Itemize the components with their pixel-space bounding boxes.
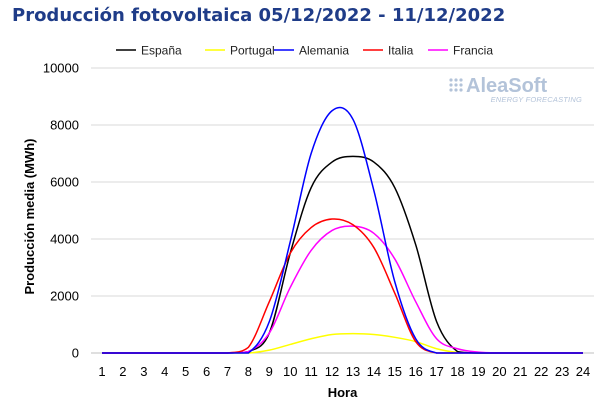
y-tick-label: 2000 [50,289,79,304]
x-tick-label: 18 [450,364,464,379]
legend-item: Alemania [274,44,349,58]
legend-item: Francia [428,44,493,58]
x-tick-label: 16 [408,364,422,379]
legend-item: Italia [363,44,414,58]
logo-dots-icon [449,78,463,92]
y-tick-label: 4000 [50,232,79,247]
legend-label: Portugal [230,44,275,58]
x-tick-label: 13 [346,364,360,379]
x-tick-label: 23 [555,364,569,379]
legend-label: Alemania [299,44,349,58]
series-line [102,155,583,354]
x-tick-label: 19 [471,364,485,379]
legend-label: Francia [453,44,493,58]
x-tick-label: 11 [304,364,318,379]
grid [91,67,594,354]
x-tick-label: 22 [534,364,548,379]
chart-title: Producción fotovoltaica 05/12/2022 - 11/… [12,5,506,26]
x-tick-label: 1 [98,364,105,379]
x-tick-label: 12 [325,364,339,379]
x-tick-label: 15 [388,364,402,379]
x-tick-label: 7 [224,364,231,379]
y-tick-label: 10000 [43,61,79,76]
y-tick-label: 6000 [50,175,79,190]
watermark-tagline: ENERGY FORECASTING [491,95,582,104]
x-tick-label: 17 [429,364,443,379]
legend-label: España [141,44,182,58]
x-tick-label: 6 [203,364,210,379]
x-tick-label: 21 [513,364,527,379]
legend-item: España [116,44,182,58]
x-tick-label: 4 [161,364,168,379]
x-tick-label: 10 [283,364,297,379]
x-tick-label: 20 [492,364,506,379]
series-lines [102,106,583,354]
legend-item: Portugal [205,44,275,58]
x-tick-label: 9 [266,364,273,379]
legend: España Portugal Alemania Italia Francia [116,44,493,58]
x-tick-label: 14 [367,364,381,379]
legend-label: Italia [388,44,414,58]
y-axis-title: Producción media (MWh) [22,139,37,295]
series-line [102,332,583,354]
x-tick-label: 24 [576,364,590,379]
series-line [102,106,583,354]
x-tick-label: 2 [119,364,126,379]
watermark-logo: AleaSoft ENERGY FORECASTING [449,75,582,104]
x-tick-label: 3 [140,364,147,379]
x-axis-title: Hora [328,385,358,400]
watermark-brand: AleaSoft [466,75,547,97]
x-tick-label: 5 [182,364,189,379]
y-tick-label: 0 [72,346,79,361]
x-tick-label: 8 [245,364,252,379]
y-tick-label: 8000 [50,118,79,133]
